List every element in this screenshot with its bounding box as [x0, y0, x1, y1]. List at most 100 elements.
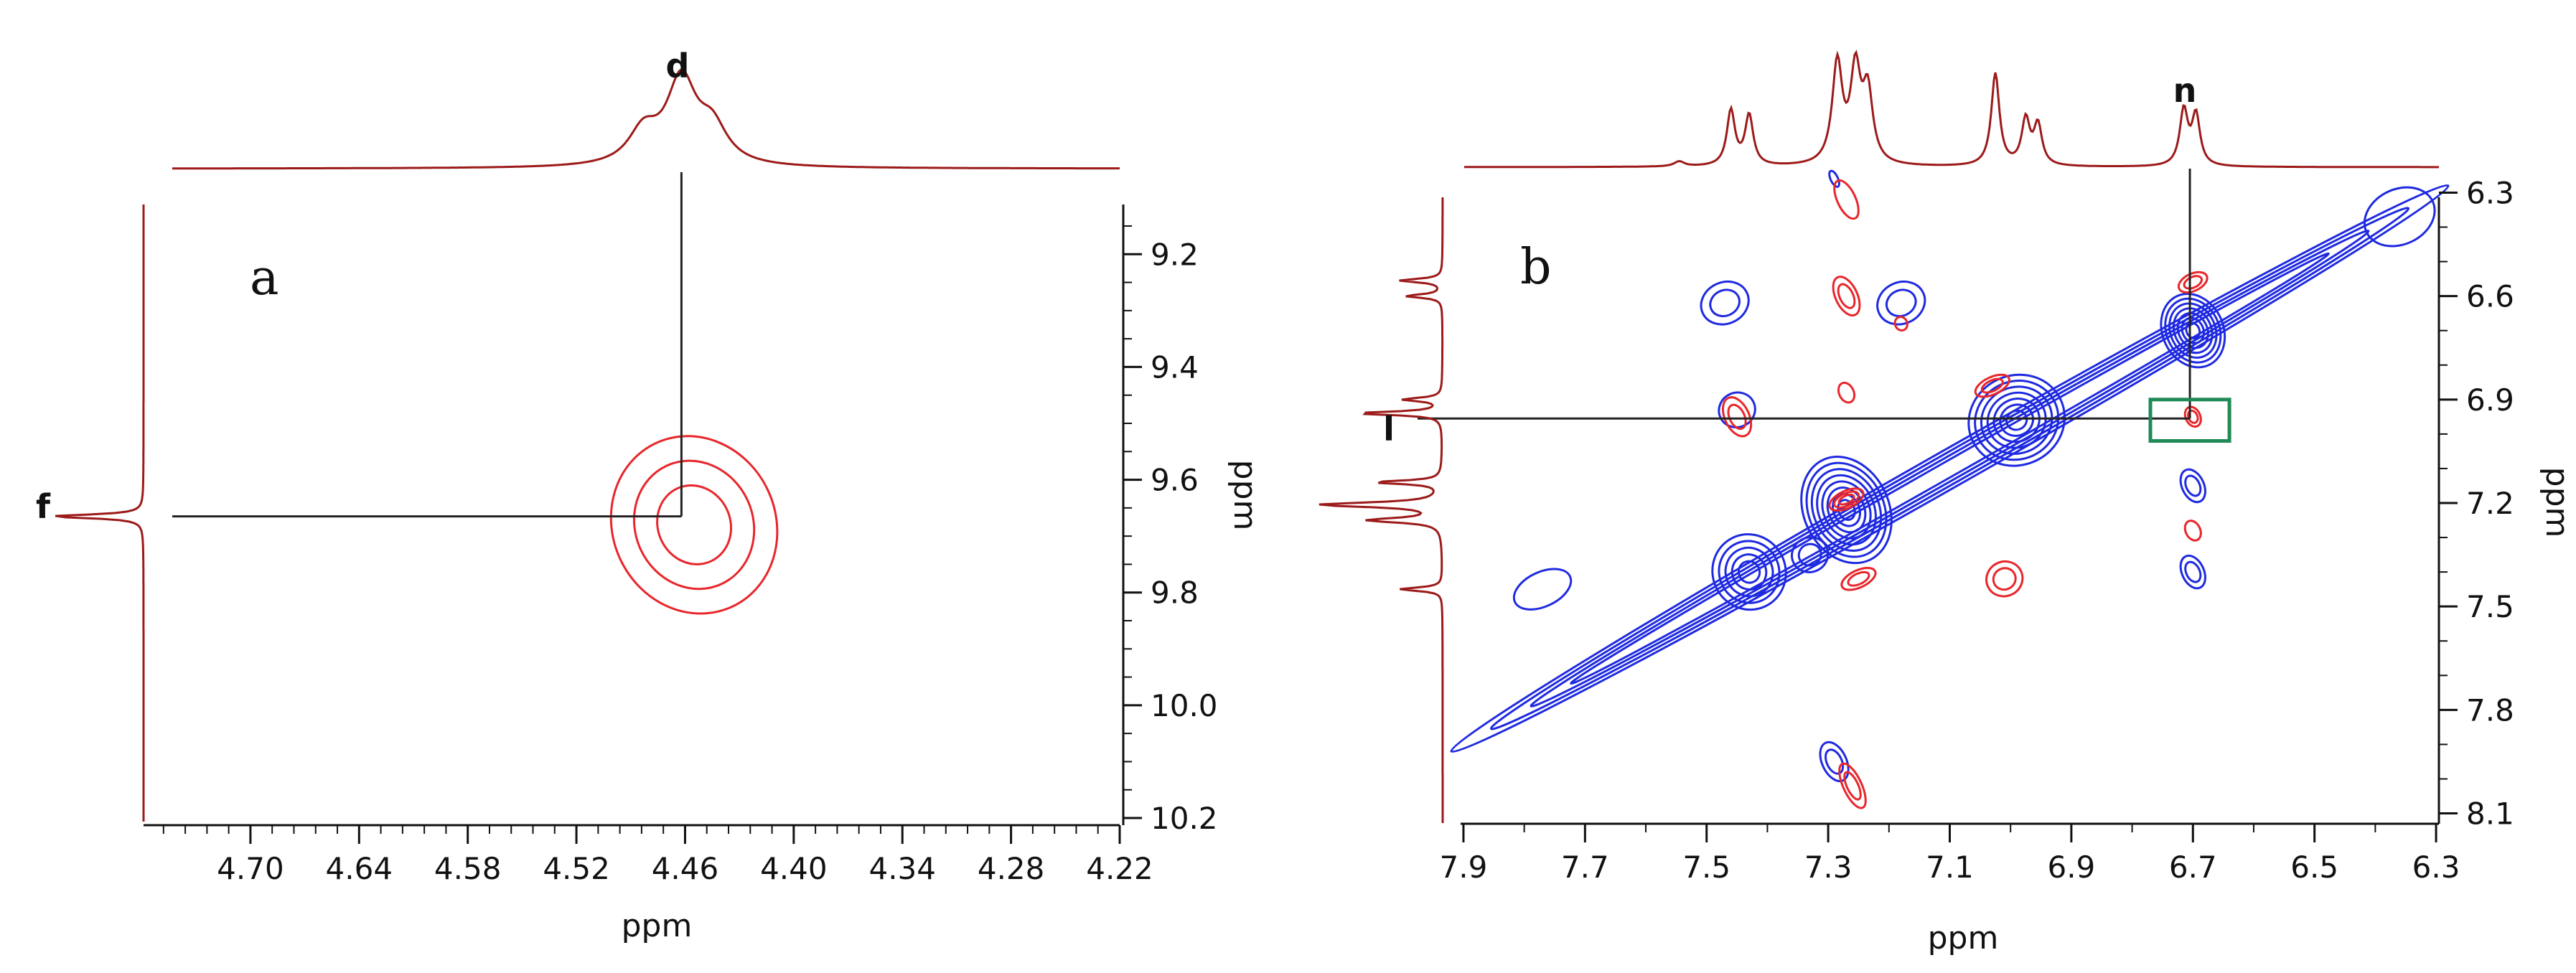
x-tick-label: 6.7 [2169, 850, 2217, 885]
cross-peak-contour [1709, 288, 1741, 318]
cross-peak-contour [1986, 391, 2047, 449]
panel-b-contours [1450, 169, 2450, 809]
cross-peak-contour [1837, 283, 1856, 309]
x-tick-label: 4.52 [543, 851, 610, 886]
panel-a-y-axis-label: ppm [1227, 460, 1263, 531]
y-tick-label: 7.5 [2466, 589, 2514, 624]
y-tick-label: 9.6 [1151, 463, 1199, 498]
panel-b-left-peak-label: l [1383, 410, 1395, 448]
x-tick-label: 7.7 [1561, 850, 1609, 885]
cross-peak-contour [1974, 380, 2060, 461]
cross-peak-contour [2179, 468, 2206, 504]
x-tick-label: 6.9 [2047, 850, 2095, 885]
cross-peak-contour [1700, 280, 1750, 326]
cross-peak-contour [1843, 771, 1862, 801]
cross-peak-contour [2184, 474, 2202, 497]
panel-a-guides [172, 172, 683, 518]
cross-peak-contour [1711, 533, 1787, 611]
cross-peak-contour [1828, 169, 1840, 188]
cross-peak-contour [1833, 179, 1860, 220]
x-tick-label: 6.3 [2412, 850, 2460, 885]
y-tick-label: 7.2 [2466, 486, 2514, 521]
panel-b-top-peak-label: n [2173, 71, 2197, 110]
x-tick-label: 4.40 [760, 851, 828, 886]
panel-a-label: a [250, 250, 279, 306]
panel-b-highlight-box [2148, 398, 2231, 443]
x-tick-label: 6.5 [2290, 850, 2338, 885]
x-tick-label: 4.34 [868, 851, 936, 886]
y-tick-label: 10.0 [1151, 688, 1218, 723]
cross-peak-contour [1828, 487, 1865, 512]
cross-peak-contour [1512, 568, 1573, 611]
cross-peak-contour [2363, 186, 2436, 248]
panel-a-top-peak-label: d [666, 47, 690, 85]
x-tick-label: 7.3 [1804, 850, 1853, 885]
cross-peak-contour [1737, 560, 1761, 584]
cross-peak-contour [1727, 403, 1747, 431]
y-tick-label: 6.3 [2466, 175, 2514, 210]
cross-peak-contour [1819, 741, 1850, 783]
cross-peak-contour [1974, 373, 2010, 398]
cross-peak-contour [1832, 492, 1862, 527]
y-tick-label: 9.8 [1151, 575, 1199, 611]
cross-peak-contour [632, 459, 756, 591]
cross-peak-contour [1985, 560, 2024, 598]
x-tick-label: 4.22 [1086, 851, 1153, 886]
y-tick-label: 6.9 [2466, 382, 2514, 418]
panel-b-y-axis: 6.3 6.6 6.9 7.2 7.5 7.8 8.1 [2437, 175, 2514, 832]
panel-b-y-axis-label: ppm [2539, 467, 2575, 538]
panel-b-left-projection-trace [1319, 197, 1444, 823]
cross-peak-contour [1992, 567, 2017, 591]
cross-peak-contour [1832, 276, 1861, 317]
cross-peak-contour [1721, 396, 1753, 438]
x-tick-label: 4.64 [326, 851, 393, 886]
y-tick-label: 9.2 [1151, 237, 1199, 272]
panel-b-x-axis: 7.9 7.7 7.5 7.3 7.1 6.9 6.7 6.5 6.3 [1440, 822, 2460, 885]
cross-peak-contour [1893, 316, 1908, 332]
diagonal-contour [1489, 207, 2410, 730]
cross-peak-contour [1837, 493, 1855, 506]
panel-a-x-axis-label: ppm [622, 908, 693, 944]
cross-peak-contour [1800, 456, 1893, 565]
panel-a-x-axis: 4.70 4.64 4.58 4.52 4.46 4.40 4.34 4.28 4.22 [144, 824, 1153, 886]
x-tick-label: 4.58 [434, 851, 502, 886]
cross-peak-contour [1838, 762, 1867, 809]
x-tick-label: 7.1 [1926, 850, 1974, 885]
diagonal-contour [1530, 230, 2370, 708]
cross-peak-contour [2179, 554, 2206, 590]
cross-peak-contour [2177, 271, 2209, 294]
cross-peak-contour [2172, 307, 2214, 354]
cross-peak-contour [1826, 486, 1867, 534]
cross-peak-contour [1837, 381, 1856, 404]
y-tick-label: 10.2 [1151, 801, 1218, 836]
x-tick-label: 4.70 [217, 851, 284, 886]
cross-peak-contour [1821, 480, 1872, 540]
cross-peak-contour [2184, 560, 2202, 583]
panel-b-top-projection-trace [1464, 50, 2439, 169]
panel-a-left-peak-label: f [36, 487, 51, 526]
x-tick-label: 4.46 [652, 851, 719, 886]
x-tick-label: 7.9 [1440, 850, 1488, 885]
cross-peak-contour [1730, 553, 1768, 591]
cross-peak-contour [2164, 297, 2222, 364]
panel-a-left-projection-trace [55, 205, 145, 822]
cross-peak-contour [1876, 280, 1926, 326]
cross-peak-contour [1980, 377, 2004, 394]
cross-peak-contour [1999, 403, 2035, 437]
cross-peak-contour [1840, 566, 1877, 591]
panel-b-guides [1418, 169, 2191, 420]
panel-a-contours [609, 435, 779, 615]
cross-peak-contour [1847, 570, 1870, 587]
cross-peak-contour [1797, 542, 1822, 567]
panel-a-y-axis: 9.2 9.4 9.6 9.8 10.0 10.2 [1122, 205, 1218, 836]
cross-peak-contour [1816, 474, 1877, 546]
panel-b: 7.9 7.7 7.5 7.3 7.1 6.9 6.7 6.5 6.3 6.3 6.6 6.9 7.2… [1319, 50, 2575, 956]
cross-peak-contour [1718, 540, 1781, 604]
diagonal-contour [1570, 252, 2330, 685]
cross-peak-contour [1718, 391, 1756, 429]
y-tick-label: 9.4 [1151, 349, 1199, 385]
cross-peak-contour [1724, 546, 1774, 598]
cross-peak-contour [1810, 468, 1883, 552]
panel-a-top-projection-trace [172, 68, 1120, 170]
y-tick-label: 6.6 [2466, 279, 2514, 314]
